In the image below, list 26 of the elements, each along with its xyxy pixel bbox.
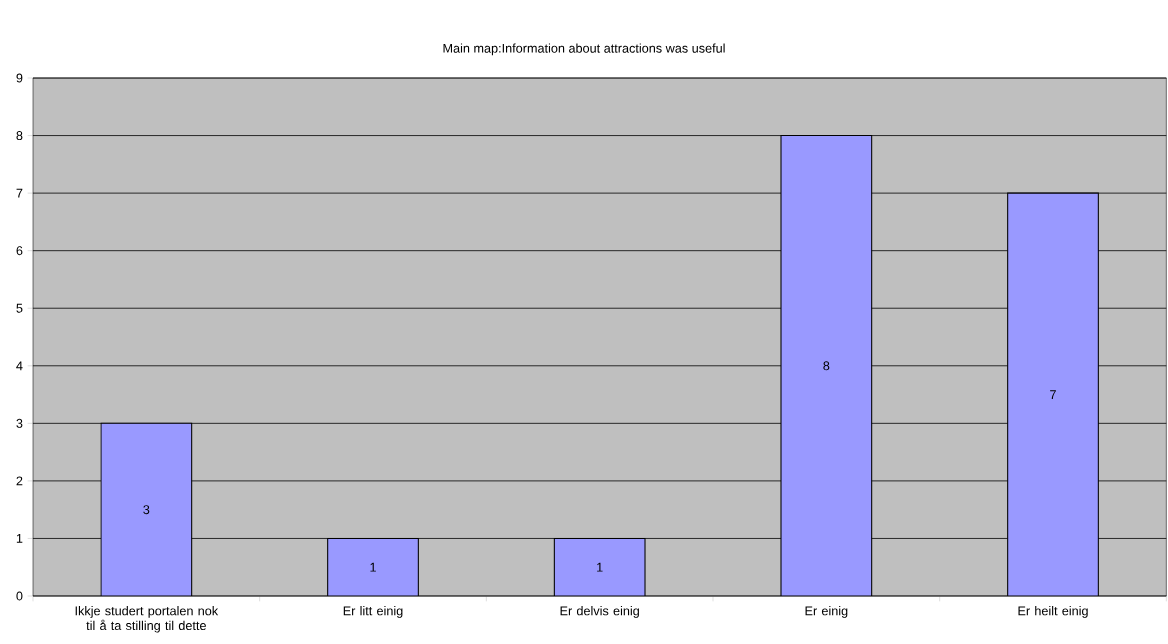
x-tick-label: Er litt einig (343, 606, 403, 618)
bar (780, 135, 873, 596)
y-tick-label: 7 (16, 188, 23, 198)
y-tick-label: 5 (16, 303, 23, 313)
bar (327, 537, 419, 596)
bar (553, 537, 646, 596)
data-label: 7 (1050, 390, 1056, 399)
data-label: 3 (143, 505, 150, 515)
x-tick-label: Er heilt einig (1018, 606, 1088, 618)
bar (1007, 192, 1099, 596)
x-tick-label: Ikkje studert portalen nok til å ta stilling til dette (75, 606, 219, 633)
y-tick-label: 0 (16, 591, 23, 601)
x-tick-label: Er delvis einig (560, 606, 639, 618)
data-label: 8 (823, 361, 830, 371)
data-label: 1 (597, 562, 603, 572)
chart-title: Main map:Information about attractions was useful (443, 43, 725, 56)
y-tick-label: 8 (16, 131, 23, 141)
bar (100, 422, 193, 596)
y-tick-label: 9 (16, 73, 23, 83)
y-tick-label: 1 (16, 534, 23, 543)
y-tick-label: 4 (16, 361, 23, 371)
y-tick-label: 3 (16, 418, 23, 428)
y-tick-label: 6 (16, 246, 23, 256)
x-tick-label: Er einig (805, 606, 848, 618)
data-label: 1 (370, 562, 376, 572)
y-tick-label: 2 (16, 476, 23, 486)
